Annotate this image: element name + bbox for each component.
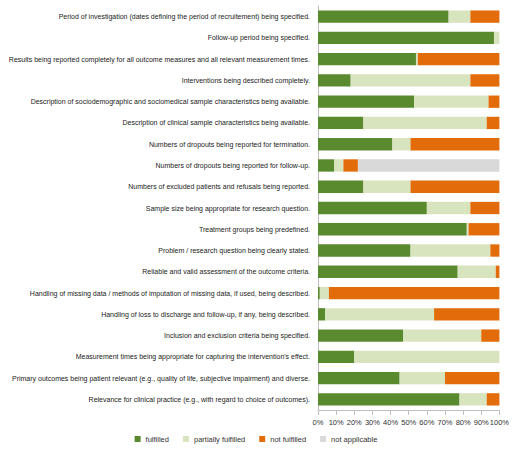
svg-text:100%: 100% [490, 418, 510, 427]
svg-text:80%: 80% [456, 418, 471, 427]
svg-text:Follow-up period being specifi: Follow-up period being specified. [208, 34, 310, 42]
svg-text:Handling of missing data / met: Handling of missing data / methods of im… [30, 290, 310, 298]
svg-text:not fulfilled: not fulfilled [270, 435, 306, 444]
svg-text:Results being reported complet: Results being reported completely for al… [9, 56, 310, 64]
svg-text:Inclusion and exclusion criter: Inclusion and exclusion criteria being s… [164, 332, 310, 340]
svg-text:Description of sociodemographi: Description of sociodemographic and soci… [31, 98, 310, 106]
svg-text:Numbers of dropouts being repo: Numbers of dropouts being reported for f… [156, 162, 311, 170]
svg-text:Treatment groups being predefi: Treatment groups being predefined. [199, 226, 310, 234]
svg-text:Numbers of excluded patients a: Numbers of excluded patients and refusal… [128, 183, 310, 191]
svg-text:60%: 60% [419, 418, 434, 427]
svg-text:Measurement times being approp: Measurement times being appropriate for … [76, 353, 310, 361]
svg-text:20%: 20% [347, 418, 362, 427]
svg-text:40%: 40% [383, 418, 398, 427]
svg-text:50%: 50% [401, 418, 416, 427]
svg-text:Numbers of dropouts being repo: Numbers of dropouts being reported for t… [149, 141, 310, 149]
svg-text:70%: 70% [437, 418, 452, 427]
svg-text:Problem / research question be: Problem / research question being clearl… [158, 247, 310, 255]
svg-text:Sample size being appropriate: Sample size being appropriate for resear… [146, 205, 310, 213]
svg-text:not applicable: not applicable [331, 435, 377, 444]
svg-text:Description of clinical sample: Description of clinical sample character… [122, 119, 310, 127]
svg-text:10%: 10% [329, 418, 344, 427]
svg-text:Reliable and valid assessment: Reliable and valid assessment of the out… [142, 268, 310, 275]
svg-text:Period of investigation (dates: Period of investigation (dates defining … [59, 13, 310, 21]
svg-text:30%: 30% [365, 418, 380, 427]
svg-text:Interventions being described: Interventions being described completely… [182, 77, 310, 85]
svg-text:fulfilled: fulfilled [146, 435, 169, 444]
svg-text:0%: 0% [313, 418, 324, 427]
svg-text:Primary outcomes being patient: Primary outcomes being patient relevant … [12, 375, 310, 383]
svg-text:partially fulfilled: partially fulfilled [194, 435, 245, 444]
svg-text:Relevance for clinical practic: Relevance for clinical practice (e.g., w… [89, 396, 310, 404]
svg-text:Handling of loss to discharge: Handling of loss to discharge and follow… [101, 311, 310, 319]
svg-text:90%: 90% [474, 418, 489, 427]
